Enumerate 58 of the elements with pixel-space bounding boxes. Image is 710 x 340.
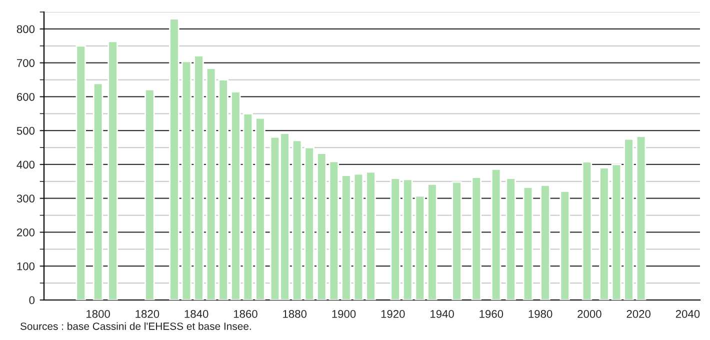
bar xyxy=(366,171,376,300)
bar xyxy=(427,183,438,300)
bar xyxy=(181,60,192,300)
bar xyxy=(522,186,534,300)
bar xyxy=(341,174,352,300)
bar xyxy=(194,55,204,300)
bar xyxy=(230,90,241,300)
bar xyxy=(414,195,426,300)
x-tick-label: 2000 xyxy=(578,310,602,318)
y-tick-label: 0 xyxy=(29,296,35,304)
x-tick-label: 1960 xyxy=(480,310,504,318)
x-tick-label: 1920 xyxy=(381,310,405,318)
y-tick-label: 100 xyxy=(17,262,35,270)
y-tick-label: 500 xyxy=(16,126,35,135)
bar xyxy=(490,168,502,300)
bar xyxy=(328,160,340,300)
bar xyxy=(506,178,516,300)
bar xyxy=(540,184,550,300)
bar xyxy=(402,178,413,300)
x-tick-label: 1840 xyxy=(184,310,208,318)
x-tick-label: 2020 xyxy=(626,310,650,318)
y-tick-label: 300 xyxy=(16,194,35,202)
x-tick-label: 1880 xyxy=(283,310,307,318)
bar xyxy=(599,167,610,300)
source-note: Sources : base Cassini de l'EHESS et base Insee. xyxy=(20,322,251,330)
bar xyxy=(169,18,180,300)
bar xyxy=(292,140,302,300)
y-tick-label: 700 xyxy=(17,59,35,67)
bar xyxy=(316,152,327,300)
x-tick-label: 1820 xyxy=(136,310,160,318)
bar xyxy=(611,164,622,300)
bar xyxy=(304,146,314,300)
x-tick-label: 1980 xyxy=(528,310,552,318)
x-tick-label: 1900 xyxy=(332,310,356,318)
bar xyxy=(582,161,592,300)
x-tick-label: 1860 xyxy=(234,310,258,318)
bar xyxy=(76,45,86,300)
y-tick-label: 600 xyxy=(17,92,35,101)
x-tick-label: 1800 xyxy=(86,310,110,318)
x-tick-label: 2040 xyxy=(676,310,700,318)
bar xyxy=(218,79,228,300)
bar xyxy=(452,181,462,300)
bar xyxy=(255,117,266,300)
bar xyxy=(206,68,216,300)
bar xyxy=(560,190,570,300)
y-tick-label: 400 xyxy=(16,160,35,169)
x-tick-label: 1940 xyxy=(430,310,454,318)
bar xyxy=(471,176,482,300)
bar xyxy=(144,88,155,300)
bar xyxy=(636,136,646,300)
bar xyxy=(242,112,254,300)
bar xyxy=(390,178,400,300)
y-tick-label: 800 xyxy=(16,25,35,34)
bar xyxy=(624,138,634,300)
bar xyxy=(353,173,364,300)
bar xyxy=(92,82,104,300)
bar xyxy=(108,40,118,300)
y-tick-label: 200 xyxy=(16,228,35,236)
